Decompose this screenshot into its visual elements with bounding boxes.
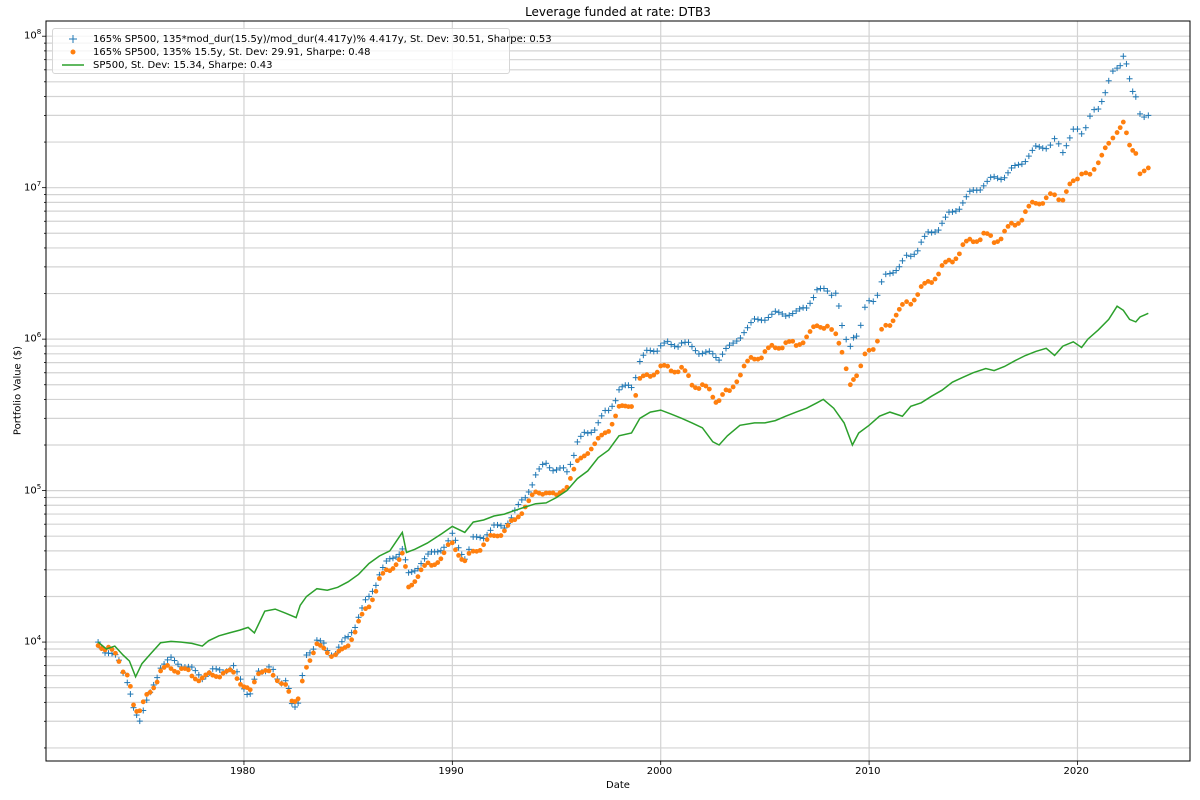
x-tick-label: 2000 xyxy=(646,766,673,777)
dot-marker-icon xyxy=(53,46,93,58)
y-tick-label: 106 xyxy=(24,331,42,345)
series-0 xyxy=(95,53,1152,725)
series-1 xyxy=(95,119,1151,714)
x-axis-label: Date xyxy=(606,780,630,791)
series-2 xyxy=(97,305,1149,679)
axis-ticks xyxy=(42,35,1078,765)
legend-label: 165% SP500, 135% 15.5y, St. Dev: 29.91, … xyxy=(93,46,371,58)
legend-entry-sp500: SP500, St. Dev: 15.34, Sharpe: 0.43 xyxy=(53,58,272,72)
x-tick-label: 1990 xyxy=(438,766,464,777)
y-tick-label: 104 xyxy=(24,634,42,648)
y-tick-label: 108 xyxy=(24,28,42,42)
grid-lines xyxy=(46,21,1190,761)
axes-frame xyxy=(45,20,1191,762)
series-layer xyxy=(95,53,1152,725)
legend-entry-leveraged-15-5y: 165% SP500, 135% 15.5y, St. Dev: 29.91, … xyxy=(53,45,371,59)
x-tick-label: 1980 xyxy=(229,766,256,777)
legend-label: 165% SP500, 135*mod_dur(15.5y)/mod_dur(4… xyxy=(93,33,552,45)
chart-title: Leverage funded at rate: DTB3 xyxy=(525,5,711,19)
x-tick-label: 2010 xyxy=(855,766,881,777)
y-tick-label: 105 xyxy=(24,482,42,496)
legend-label: SP500, St. Dev: 15.34, Sharpe: 0.43 xyxy=(93,59,273,71)
plus-marker-icon xyxy=(53,33,93,45)
line-marker-icon xyxy=(53,59,93,71)
legend-entry-leveraged-mod-dur: 165% SP500, 135*mod_dur(15.5y)/mod_dur(4… xyxy=(53,32,552,46)
legend: 165% SP500, 135*mod_dur(15.5y)/mod_dur(4… xyxy=(52,28,552,74)
y-tick-label: 107 xyxy=(24,179,42,193)
x-tick-label: 2020 xyxy=(1063,766,1089,777)
